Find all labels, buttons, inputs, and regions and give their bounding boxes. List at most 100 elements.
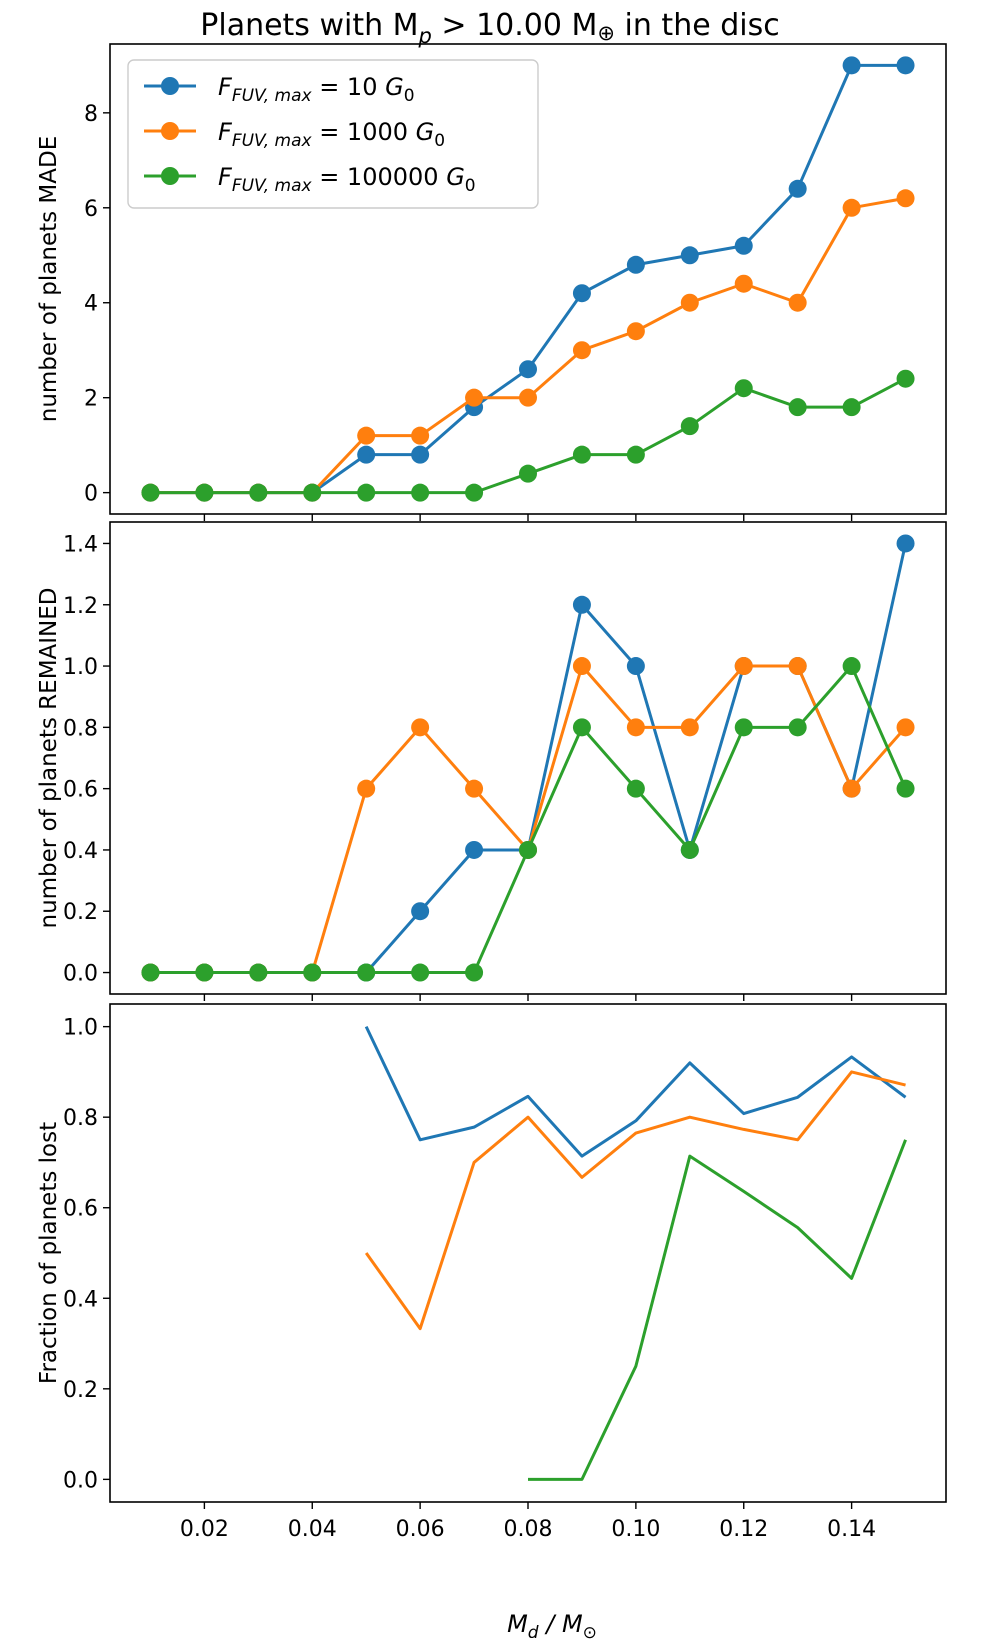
data-point — [896, 779, 915, 798]
data-point — [626, 322, 645, 341]
data-point — [842, 398, 861, 417]
data-point — [680, 840, 699, 859]
data-point — [141, 963, 160, 982]
data-point — [842, 779, 861, 798]
y-axis-label: Fraction of planets lost — [36, 1122, 62, 1384]
y-tick-label: 0.6 — [63, 778, 98, 803]
data-point — [411, 445, 430, 464]
y-tick-label: 0.0 — [63, 1468, 98, 1493]
data-point — [465, 779, 484, 798]
series-line-1 — [364, 1025, 907, 1158]
legend-label: FFUV, max = 100000 G0 — [218, 163, 476, 196]
data-point — [572, 595, 591, 614]
data-point — [626, 255, 645, 274]
y-tick-label: 4 — [84, 292, 98, 317]
y-axis-label: number of planets REMAINED — [36, 587, 62, 928]
series-line-3 — [150, 664, 907, 975]
legend-box — [127, 59, 539, 209]
x-tick-label: 0.02 — [180, 1517, 229, 1542]
series-line-1 — [150, 543, 908, 975]
y-axis-label: number of planets MADE — [36, 136, 62, 423]
data-point — [788, 398, 807, 417]
data-point — [788, 718, 807, 737]
y-tick-label: 0.2 — [63, 1378, 98, 1403]
data-point — [680, 417, 699, 436]
data-point — [734, 379, 753, 398]
data-point — [626, 718, 645, 737]
data-point — [572, 657, 591, 676]
data-point — [141, 483, 160, 502]
plot-area-remained — [109, 521, 947, 995]
data-point — [411, 426, 430, 445]
legend-marker — [161, 77, 179, 95]
data-point — [195, 963, 214, 982]
data-point — [626, 657, 645, 676]
y-tick-label: 1.0 — [63, 655, 98, 680]
data-point — [734, 236, 753, 255]
data-point — [842, 56, 861, 75]
data-point — [788, 179, 807, 198]
data-point — [303, 963, 322, 982]
data-point — [680, 293, 699, 312]
y-tick-label: 8 — [84, 102, 98, 127]
data-point — [788, 657, 807, 676]
panel-remained: 0.0 0.2 0.4 0.6 0.8 1.0 1.2 1.4 number of planet… — [36, 521, 947, 1001]
data-point — [411, 718, 430, 737]
series-line-3 — [528, 1139, 907, 1481]
data-point — [626, 779, 645, 798]
legend-entry-2: FFUV, max = 1000 G0 — [144, 118, 445, 151]
data-point — [519, 464, 537, 483]
y-tick-label: 0.8 — [63, 1106, 98, 1131]
data-point — [680, 246, 699, 265]
x-tick-label: 0.14 — [827, 1517, 876, 1542]
y-tick-label: 1.0 — [63, 1016, 98, 1041]
y-tick-label: 6 — [84, 197, 98, 222]
data-point — [357, 445, 376, 464]
series-line-2 — [364, 1070, 906, 1331]
data-point — [519, 840, 537, 859]
data-point — [734, 718, 753, 737]
data-point — [572, 718, 591, 737]
data-point — [519, 360, 537, 379]
data-point — [842, 657, 861, 676]
data-point — [896, 534, 915, 553]
data-point — [357, 426, 376, 445]
data-point — [465, 840, 484, 859]
data-point — [303, 483, 322, 502]
data-point — [896, 56, 915, 75]
x-axis-label: Md / M⊙ — [507, 1610, 597, 1642]
data-point — [357, 483, 376, 502]
data-point — [896, 189, 915, 208]
panel-made: 0 2 4 6 8 number of planets MADE — [36, 43, 947, 521]
x-tick-label: 0.06 — [396, 1517, 445, 1542]
data-point — [626, 445, 645, 464]
data-point — [465, 483, 484, 502]
data-point — [249, 963, 268, 982]
figure-title: Planets with Mp > 10.00 M⊕ in the disc — [200, 8, 779, 48]
data-point — [411, 902, 430, 921]
data-point — [465, 388, 484, 407]
data-point — [195, 483, 214, 502]
data-point — [734, 274, 753, 293]
x-tick-label: 0.10 — [611, 1517, 660, 1542]
data-point — [788, 293, 807, 312]
series-line-2 — [150, 196, 906, 495]
data-point — [572, 341, 591, 360]
y-tick-label: 0 — [84, 482, 98, 507]
panel-fraction-lost: 0.0 0.2 0.4 0.6 0.8 1.0 0.02 0.04 0.06 0.08 0.10 0.… — [36, 1003, 947, 1542]
data-point — [896, 718, 915, 737]
legend: FFUV, max = 10 G0 FFUV, max = 1000 G0 FF… — [127, 59, 539, 209]
legend-marker — [161, 167, 179, 185]
y-tick-label: 0.2 — [63, 900, 98, 925]
data-point — [572, 284, 591, 303]
y-tick-label: 2 — [84, 387, 98, 412]
legend-label: FFUV, max = 1000 G0 — [218, 118, 445, 151]
data-point — [734, 657, 753, 676]
series-line-2 — [150, 664, 907, 975]
legend-label: FFUV, max = 10 G0 — [218, 73, 415, 106]
x-tick-label: 0.04 — [288, 1517, 337, 1542]
data-point — [357, 779, 376, 798]
data-point — [896, 369, 915, 388]
data-point — [572, 445, 591, 464]
